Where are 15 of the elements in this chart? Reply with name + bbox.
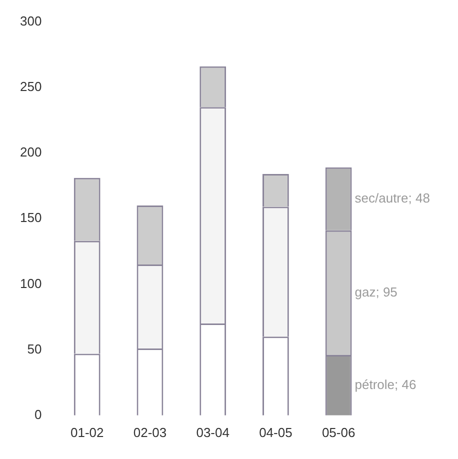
text: sec/autre; 48 xyxy=(354,190,430,206)
y-tick-label: 200 xyxy=(20,144,42,160)
x-tick-label: 05-06 xyxy=(322,424,356,440)
y-tick-label: 50 xyxy=(27,341,42,356)
x-tick-label: 04-05 xyxy=(259,424,292,440)
text: gaz; 95 xyxy=(354,284,398,300)
y-tick-label: 300 xyxy=(20,13,42,28)
x-tick-label: 01-02 xyxy=(70,424,104,440)
x-tick-label: 03-04 xyxy=(196,424,230,440)
y-tick-label: 0 xyxy=(34,406,42,422)
y-tick-label: 250 xyxy=(20,78,42,94)
x-tick-label: 02-03 xyxy=(133,424,167,440)
y-tick-label: 150 xyxy=(20,210,42,226)
y-tick-label: 100 xyxy=(20,276,42,291)
text: pétrole; 46 xyxy=(354,376,416,392)
